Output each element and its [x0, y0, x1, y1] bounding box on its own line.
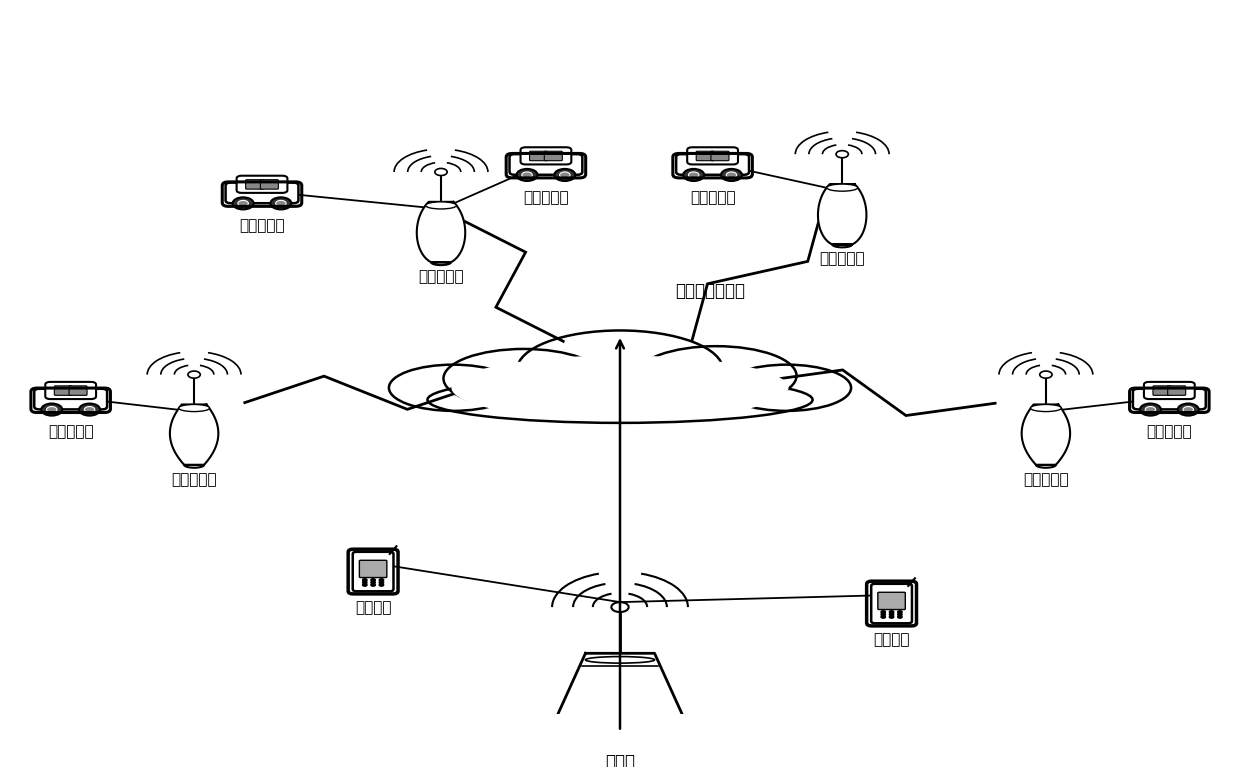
FancyBboxPatch shape [69, 386, 87, 395]
Text: 授权用户: 授权用户 [873, 632, 910, 647]
Circle shape [683, 169, 704, 181]
FancyBboxPatch shape [529, 151, 548, 161]
FancyBboxPatch shape [878, 592, 905, 610]
Circle shape [270, 197, 291, 209]
FancyBboxPatch shape [872, 584, 911, 624]
Circle shape [882, 616, 885, 618]
Circle shape [882, 611, 885, 614]
FancyBboxPatch shape [226, 183, 299, 203]
Circle shape [554, 169, 575, 181]
Circle shape [522, 172, 532, 178]
Circle shape [275, 200, 286, 206]
Circle shape [720, 169, 742, 181]
FancyBboxPatch shape [510, 154, 583, 175]
Polygon shape [818, 184, 867, 247]
Circle shape [47, 407, 57, 413]
Circle shape [882, 613, 885, 616]
Circle shape [362, 584, 367, 586]
Circle shape [1146, 407, 1156, 413]
Circle shape [84, 407, 94, 413]
Text: 毫微微基站: 毫微微基站 [171, 472, 217, 487]
Polygon shape [1022, 404, 1070, 468]
Circle shape [379, 581, 383, 584]
Circle shape [611, 602, 629, 612]
FancyBboxPatch shape [544, 151, 562, 161]
Text: 移动客户端: 移动客户端 [1147, 424, 1192, 439]
Text: 授权用户: 授权用户 [355, 600, 392, 615]
Polygon shape [170, 404, 218, 468]
Circle shape [435, 169, 448, 176]
Ellipse shape [389, 364, 517, 411]
Circle shape [188, 371, 201, 378]
Ellipse shape [723, 364, 851, 411]
Circle shape [688, 172, 699, 178]
Polygon shape [417, 202, 465, 265]
Ellipse shape [425, 202, 456, 209]
Circle shape [517, 169, 537, 181]
Circle shape [79, 403, 100, 416]
FancyBboxPatch shape [246, 179, 264, 189]
Text: 宏基站: 宏基站 [605, 753, 635, 767]
Circle shape [379, 579, 383, 581]
Ellipse shape [444, 349, 604, 408]
Circle shape [371, 579, 376, 581]
FancyBboxPatch shape [711, 151, 729, 161]
FancyBboxPatch shape [676, 154, 749, 175]
Text: 毫微微基站: 毫微微基站 [1023, 472, 1069, 487]
FancyBboxPatch shape [1168, 386, 1185, 395]
Circle shape [1039, 371, 1052, 378]
Circle shape [898, 616, 903, 618]
Circle shape [371, 584, 376, 586]
FancyBboxPatch shape [352, 551, 393, 591]
Ellipse shape [451, 355, 789, 420]
Ellipse shape [636, 346, 796, 405]
Ellipse shape [532, 357, 708, 409]
Circle shape [1183, 407, 1193, 413]
Circle shape [727, 172, 737, 178]
Ellipse shape [179, 404, 210, 412]
Text: 移动客户端: 移动客户端 [239, 218, 285, 233]
FancyBboxPatch shape [55, 386, 72, 395]
Circle shape [1140, 403, 1161, 416]
FancyBboxPatch shape [1153, 386, 1171, 395]
Circle shape [362, 581, 367, 584]
FancyBboxPatch shape [687, 147, 738, 164]
Text: 移动客户端: 移动客户端 [689, 189, 735, 205]
Circle shape [379, 584, 383, 586]
Polygon shape [548, 653, 692, 735]
Circle shape [371, 581, 376, 584]
Circle shape [898, 613, 903, 616]
FancyBboxPatch shape [1133, 389, 1205, 410]
FancyBboxPatch shape [1145, 382, 1194, 399]
Circle shape [836, 150, 848, 158]
Text: 次级市场频谱池: 次级市场频谱池 [676, 281, 745, 300]
Circle shape [233, 197, 254, 209]
Ellipse shape [827, 184, 858, 191]
Circle shape [898, 611, 903, 614]
Ellipse shape [412, 332, 828, 434]
Ellipse shape [585, 657, 655, 663]
Circle shape [559, 172, 570, 178]
Ellipse shape [517, 331, 723, 408]
Circle shape [238, 200, 248, 206]
Ellipse shape [1030, 404, 1061, 412]
Ellipse shape [428, 377, 812, 423]
FancyBboxPatch shape [260, 179, 279, 189]
FancyBboxPatch shape [696, 151, 714, 161]
Text: 移动客户端: 移动客户端 [523, 189, 569, 205]
Circle shape [889, 613, 894, 616]
Text: 移动客户端: 移动客户端 [48, 424, 93, 439]
Circle shape [889, 616, 894, 618]
Text: 毫微微基站: 毫微微基站 [418, 269, 464, 285]
Circle shape [889, 611, 894, 614]
FancyBboxPatch shape [46, 382, 95, 399]
Text: 毫微微基站: 毫微微基站 [820, 252, 866, 267]
FancyBboxPatch shape [521, 147, 572, 164]
Circle shape [1178, 403, 1199, 416]
FancyBboxPatch shape [360, 560, 387, 578]
Circle shape [41, 403, 62, 416]
FancyBboxPatch shape [35, 389, 107, 410]
Circle shape [362, 579, 367, 581]
FancyBboxPatch shape [237, 176, 288, 193]
